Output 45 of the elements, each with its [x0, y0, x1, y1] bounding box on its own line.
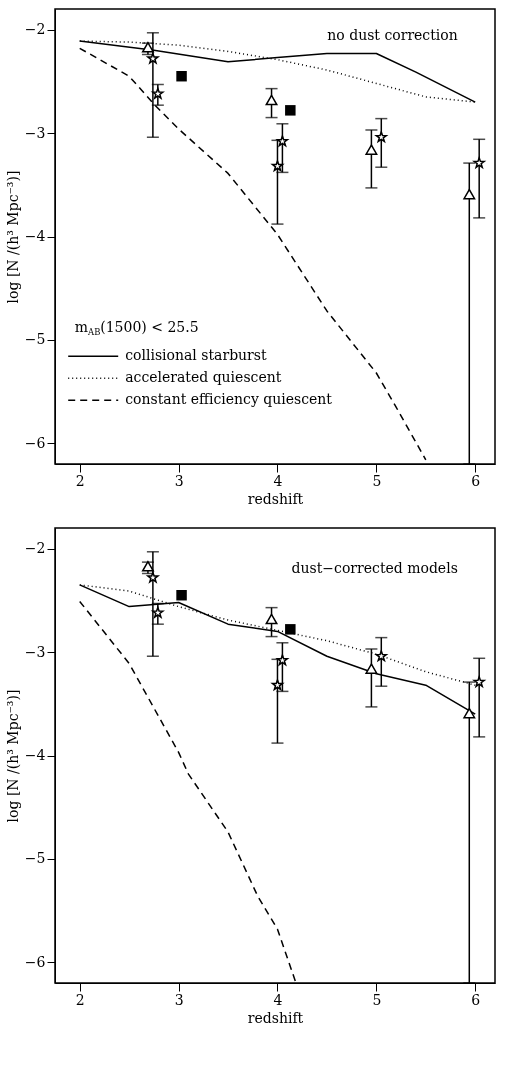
point: [271, 679, 284, 691]
y-tick-label: −5: [24, 331, 46, 348]
point: [276, 654, 289, 666]
point: [176, 589, 187, 601]
y-tick-label: −4: [24, 228, 46, 244]
x-tick-label: 4: [273, 991, 283, 1008]
point: [265, 94, 278, 106]
x-tick-label: 6: [471, 991, 481, 1008]
x-axis-title: redshift: [247, 1009, 304, 1026]
y-axis-title: log [N /(h³ Mpc⁻³)]: [4, 689, 21, 823]
x-axis-title: redshift: [247, 490, 304, 507]
x-tick-label: 3: [174, 472, 184, 489]
y-tick-label: −6: [24, 953, 46, 970]
legend-label: constant efficiency quiescent: [125, 391, 333, 408]
point: [271, 160, 284, 172]
annotation: no dust correction: [327, 27, 458, 44]
y-tick-label: −3: [24, 643, 46, 660]
x-tick-label: 6: [471, 472, 481, 489]
y-axis-title: log [N /(h³ Mpc⁻³)]: [4, 170, 21, 304]
point: [365, 663, 378, 674]
legend-label: accelerated quiescent: [125, 369, 282, 386]
point: [365, 144, 378, 155]
x-tick-label: 2: [75, 991, 85, 1008]
y-tick-label: −2: [24, 540, 46, 557]
point: [285, 624, 296, 635]
point: [463, 707, 476, 719]
x-tick-label: 3: [174, 991, 184, 1008]
y-tick-label: −2: [24, 21, 46, 38]
x-tick-label: 5: [372, 991, 382, 1008]
x-tick-label: 5: [372, 472, 382, 489]
point: [463, 188, 476, 200]
point: [375, 131, 388, 143]
point: [285, 105, 296, 116]
y-tick-label: −6: [24, 434, 46, 451]
point: [265, 613, 278, 625]
x-tick-label: 2: [75, 472, 85, 489]
legend-label: collisional starburst: [125, 347, 267, 364]
y-tick-label: −4: [24, 747, 46, 763]
point: [375, 650, 388, 662]
annotation: dust−corrected models: [291, 559, 458, 576]
y-tick-label: −3: [24, 124, 46, 141]
point: [276, 135, 289, 147]
point: [176, 70, 187, 82]
x-tick-label: 4: [273, 472, 283, 489]
y-tick-label: −5: [24, 850, 46, 867]
